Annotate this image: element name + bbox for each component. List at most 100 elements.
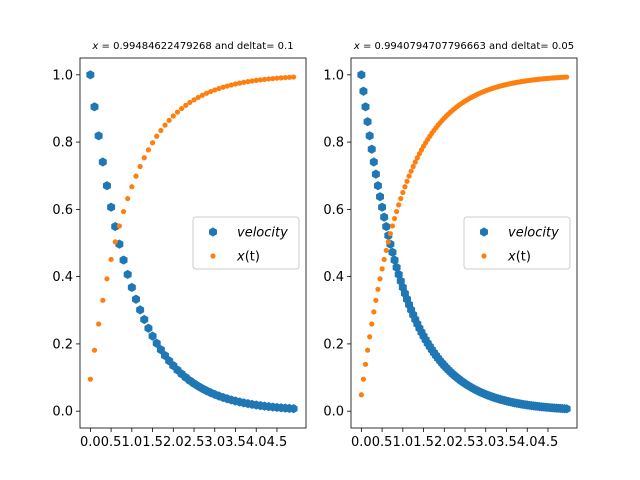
legend-x-rest: (t): [516, 250, 531, 265]
y-tick-label: 0.2: [323, 337, 344, 352]
x-of-t-point: [120, 208, 127, 215]
velocity-point: [119, 255, 128, 265]
velocity-point: [382, 221, 391, 232]
velocity-point: [363, 117, 372, 127]
x-of-t-point: [412, 159, 418, 165]
x-of-t-point: [391, 215, 398, 222]
velocity-point: [98, 157, 107, 167]
x-of-t-point: [149, 140, 156, 146]
x-of-t-point: [116, 223, 122, 229]
x-of-t-point: [379, 266, 385, 272]
x-of-t-point: [112, 239, 118, 245]
title-symbol: x: [353, 41, 360, 52]
x-of-t-point: [228, 82, 234, 88]
velocity-point: [94, 131, 103, 141]
velocity-point: [376, 192, 385, 202]
x-of-t-point: [257, 77, 263, 83]
series-x-of-t: [358, 74, 570, 398]
x-of-t-point: [564, 74, 570, 80]
x-of-t-point: [241, 79, 247, 85]
axes-frame: [79, 57, 307, 429]
x-tick-label: 4.5: [267, 435, 288, 450]
y-tick-label: 1.0: [323, 68, 344, 83]
x-tick-label: 3.0: [204, 435, 225, 450]
chart-panel-2: x = 0.9940794707796663 and deltat= 0.050…: [323, 41, 578, 450]
velocity-point: [392, 262, 401, 273]
legend: velocity x(t): [192, 216, 300, 270]
x-tick-label: 2.0: [163, 435, 184, 450]
x-of-t-point: [141, 155, 147, 161]
x-of-t-point: [145, 147, 152, 153]
x-of-t-point: [369, 321, 375, 327]
velocity-point: [111, 221, 120, 232]
x-of-t-point: [404, 178, 410, 184]
velocity-point: [144, 323, 153, 333]
x-tick-label: 1.5: [413, 435, 434, 450]
x-tick-label: 4.0: [246, 435, 267, 450]
chart-title: x = 0.99484622479268 and deltat= 0.1: [91, 41, 293, 52]
x-tick-label: 3.5: [496, 435, 517, 450]
x-of-t-point: [261, 76, 268, 82]
velocity-point: [140, 314, 149, 325]
x-of-t-point: [174, 109, 181, 115]
legend-velocity-marker: [209, 227, 217, 237]
x-of-t-point: [195, 94, 201, 101]
velocity-point: [136, 305, 145, 315]
x-of-t-point: [133, 173, 139, 179]
chart-title: x = 0.9940794707796663 and deltat= 0.05: [353, 41, 574, 52]
series-velocity: [86, 70, 298, 414]
x-of-t-point: [183, 102, 189, 108]
velocity-point: [107, 202, 116, 212]
x-tick-label: 2.5: [184, 435, 205, 450]
x-of-t-point: [282, 74, 288, 81]
series-x-of-t: [87, 74, 297, 382]
y-tick-label: 0.4: [323, 270, 344, 285]
x-of-t-point: [108, 256, 114, 263]
title-value: 0.9940794707796663: [375, 41, 486, 52]
x-of-t-point: [408, 168, 414, 174]
x-of-t-point: [398, 195, 404, 202]
y-tick-label: 0.8: [323, 136, 344, 151]
x-tick-label: 2.0: [434, 435, 455, 450]
x-of-t-point: [364, 347, 371, 353]
y-tick-label: 0.4: [52, 270, 73, 285]
x-of-t-point: [96, 321, 102, 327]
x-of-t-point: [400, 189, 406, 196]
velocity-point: [365, 131, 374, 141]
x-of-t-point: [381, 256, 387, 263]
y-tick-label: 0.8: [52, 136, 73, 151]
velocity-point: [90, 102, 99, 112]
velocity-point: [357, 70, 366, 80]
legend-x-of-t-marker: [210, 253, 216, 259]
x-of-t-point: [362, 361, 369, 367]
x-of-t-point: [199, 92, 205, 98]
legend-x-rest: (t): [245, 250, 260, 265]
title-value: 0.99484622479268: [113, 41, 212, 52]
x-of-t-point: [375, 286, 381, 292]
x-of-t-point: [377, 276, 383, 282]
velocity-point: [359, 86, 368, 96]
x-tick-label: 3.5: [225, 435, 246, 450]
chart-panel-1: x = 0.99484622479268 and deltat= 0.10.0 0…: [52, 41, 307, 450]
x-of-t-point: [220, 84, 226, 90]
y-tick-label: 0.6: [52, 203, 73, 218]
x-tick-label: 2.5: [455, 435, 476, 450]
x-of-t-point: [158, 127, 164, 134]
x-of-t-point: [383, 247, 389, 254]
legend-x-of-t-marker: [481, 253, 487, 259]
x-tick-label: 1.0: [392, 435, 413, 450]
x-of-t-point: [245, 79, 251, 85]
legend-x-of-t-label: x(t): [236, 250, 260, 265]
x-of-t-point: [216, 85, 222, 92]
x-of-t-point: [154, 133, 160, 139]
legend-x-symbol: x: [236, 250, 245, 265]
x-of-t-point: [278, 75, 284, 81]
x-of-t-point: [387, 231, 393, 237]
x-of-t-point: [286, 74, 293, 80]
x-of-t-point: [104, 276, 110, 282]
velocity-point: [373, 181, 382, 191]
x-of-t-point: [212, 87, 218, 93]
velocity-point: [361, 102, 370, 112]
legend-x-of-t-label: x(t): [507, 250, 531, 265]
